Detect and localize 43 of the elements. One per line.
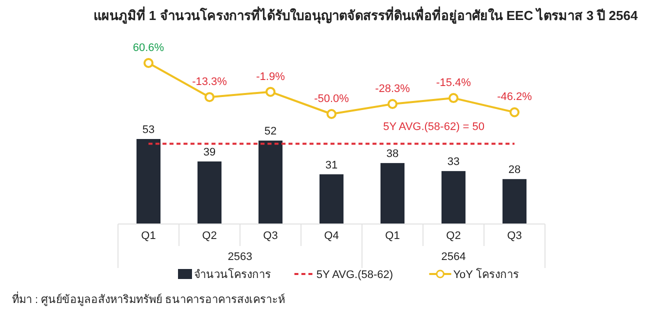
data-label: -13.3% [192,76,228,88]
data-label: 33 [447,156,460,168]
data-label: 60.6% [132,42,164,54]
point [326,109,336,119]
x-tick-label: Q2 [202,230,217,242]
bar [198,161,222,224]
text: 2563 [228,251,252,263]
data-label: -1.9% [256,70,286,83]
bar [320,174,344,224]
bar [258,140,282,224]
point [144,58,154,68]
bar [502,179,526,224]
data-label: -46.2% [497,91,532,104]
bar [380,163,404,224]
data-label: 52 [264,126,277,138]
bar [136,139,160,224]
legend-label: YoY โครงการ [453,267,519,281]
text: 2564 [441,251,466,263]
point [204,92,214,102]
data-label: -50.0% [314,93,350,105]
legend-label: 5Y AVG.(58-62) [316,269,394,281]
data-label: 39 [203,146,216,158]
point [448,93,458,104]
x-tick-label: Q1 [385,230,400,242]
x-tick-label: Q3 [263,230,278,242]
data-label: 38 [386,148,399,160]
data-label: 31 [325,159,338,172]
point [266,86,276,97]
point [510,107,520,118]
x-tick-label: Q3 [507,230,522,242]
legend-label: จำนวนโครงการ [194,267,271,281]
data-label: 28 [508,164,521,176]
point [388,98,398,109]
chart-title: แผนภูมิที่ 1 จำนวนโครงการที่ได้รับใบอนุญาตจัดสรรที่ดินเพื่อที่อยู่อาศัยใน EEC ไตรมาส 3 ปี 2564 [93,6,638,24]
data-label: -28.3% [375,82,410,95]
x-tick-label: Q1 [141,230,156,242]
annotation: 5Y AVG.(58-62) = 50 [383,120,484,133]
bar [442,171,466,224]
x-tick-label: Q4 [324,230,339,242]
data-label: -15.4% [436,77,472,90]
x-tick-label: Q2 [446,230,461,242]
text: ที่มา : ศูนย์ข้อมูลอสังหาริมทรัพย์ ธนาคารอาคารสงเคราะห์ [12,291,286,306]
data-label: 53 [142,124,155,136]
